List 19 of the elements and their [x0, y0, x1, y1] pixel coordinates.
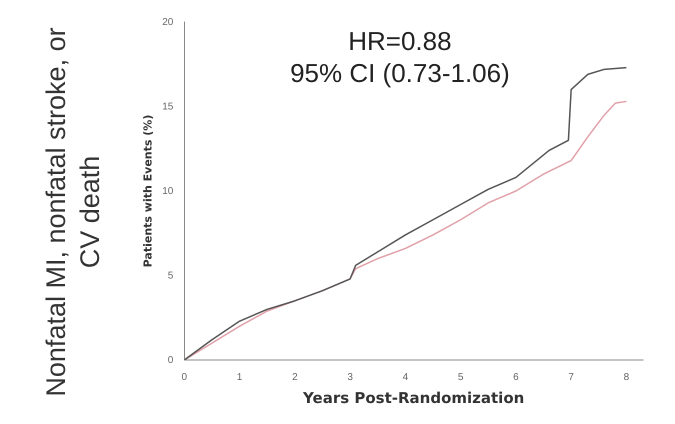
x-tick-label: 6: [513, 372, 520, 383]
y-tick-label: 15: [162, 101, 174, 112]
x-tick-label: 1: [236, 372, 243, 383]
x-tick-label: 8: [624, 372, 630, 383]
x-tick-label: 3: [347, 372, 354, 383]
annotation: HR=0.88: [348, 26, 452, 56]
y-tick-label: 10: [162, 186, 174, 197]
x-tick-label: 4: [402, 372, 409, 383]
y-axis-title: Patients with Events (%): [141, 114, 154, 268]
x-tick-label: 5: [458, 372, 464, 383]
text: Nonfatal MI, nonfatal stroke, or CV death: [40, 26, 106, 399]
y-tick-label: 20: [162, 16, 174, 28]
annotation: 95% CI (0.73-1.06): [290, 58, 510, 88]
y-tick-label: 5: [168, 270, 174, 282]
x-axis-title: Years Post-Randomization: [302, 388, 524, 407]
y-tick-label: 0: [168, 354, 174, 366]
x-tick-label: 2: [292, 372, 298, 383]
x-tick-label: 7: [568, 372, 574, 383]
x-tick-label: 0: [182, 372, 188, 383]
